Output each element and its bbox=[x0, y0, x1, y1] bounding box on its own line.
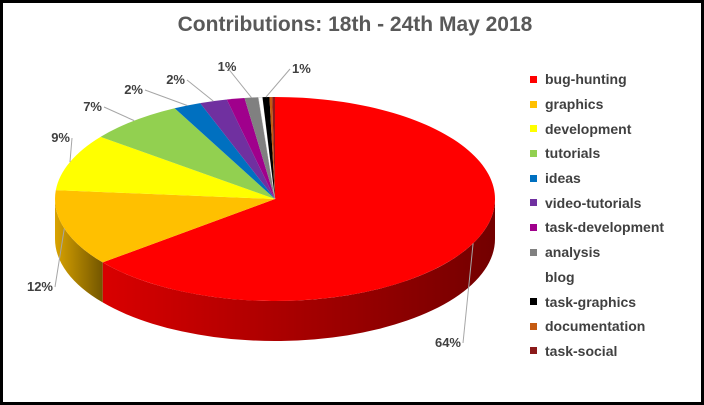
legend-swatch-bug-hunting bbox=[530, 75, 537, 83]
legend-label-graphics: graphics bbox=[545, 96, 604, 113]
legend-item-video-tutorials: video-tutorials bbox=[530, 190, 664, 215]
legend-swatch-analysis bbox=[530, 248, 537, 256]
leader-line-bug-hunting bbox=[462, 243, 474, 344]
pie-slice-bug-hunting bbox=[102, 97, 495, 301]
legend-label-analysis: analysis bbox=[545, 244, 601, 261]
legend-item-graphics: graphics bbox=[530, 92, 664, 117]
legend-label-task-social: task-social bbox=[545, 342, 618, 359]
legend-item-documentation: documentation bbox=[530, 314, 664, 339]
legend-swatch-task-social bbox=[530, 347, 537, 355]
legend-item-ideas: ideas bbox=[530, 166, 664, 191]
chart-title: Contributions: 18th - 24th May 2018 bbox=[177, 13, 533, 36]
data-label-task-graphics: 1% bbox=[292, 61, 311, 76]
leader-line-video-tutorials bbox=[186, 79, 214, 102]
leader-line-tutorials bbox=[103, 106, 135, 122]
legend-swatch-task-graphics bbox=[530, 298, 537, 306]
legend-item-tutorials: tutorials bbox=[530, 141, 664, 166]
legend-swatch-development bbox=[530, 125, 537, 133]
legend-swatch-documentation bbox=[530, 322, 537, 330]
data-label-ideas: 2% bbox=[124, 82, 143, 97]
leader-line-analysis bbox=[226, 66, 252, 98]
leader-line-task-graphics bbox=[265, 68, 291, 98]
legend-item-blog: blog bbox=[530, 265, 664, 290]
legend-item-task-development: task-development bbox=[530, 215, 664, 240]
data-label-graphics: 12% bbox=[27, 279, 53, 294]
pie-slice-analysis bbox=[244, 97, 275, 199]
legend-label-development: development bbox=[545, 120, 632, 137]
legend-label-tutorials: tutorials bbox=[545, 145, 601, 162]
legend-label-blog: blog bbox=[545, 268, 575, 285]
pie-side-bug-hunting bbox=[102, 199, 495, 341]
legend: bug-hunting graphics development tutorials i… bbox=[530, 67, 664, 363]
legend-swatch-tutorials bbox=[530, 149, 537, 157]
legend-label-ideas: ideas bbox=[545, 170, 581, 187]
legend-swatch-task-development bbox=[530, 223, 537, 231]
legend-label-video-tutorials: video-tutorials bbox=[545, 194, 642, 211]
data-label-video-tutorials: 2% bbox=[166, 72, 185, 87]
data-label-analysis: 1% bbox=[218, 59, 237, 74]
pie-slice-task-development bbox=[226, 97, 275, 199]
legend-item-task-graphics: task-graphics bbox=[530, 289, 664, 314]
pie-side-graphics bbox=[55, 199, 103, 303]
legend-item-development: development bbox=[530, 116, 664, 141]
legend-label-bug-hunting: bug-hunting bbox=[545, 71, 627, 88]
pie-slice-documentation bbox=[269, 97, 275, 199]
legend-item-bug-hunting: bug-hunting bbox=[530, 67, 664, 92]
data-label-tutorials: 7% bbox=[83, 99, 102, 114]
data-label-bug-hunting: 64% bbox=[435, 335, 461, 350]
legend-swatch-graphics bbox=[530, 100, 537, 108]
legend-swatch-video-tutorials bbox=[530, 199, 537, 207]
pie-slice-video-tutorials bbox=[200, 99, 275, 199]
legend-label-task-development: task-development bbox=[545, 219, 665, 236]
pie-slice-ideas bbox=[174, 103, 275, 199]
pie-slice-blog bbox=[258, 96, 276, 200]
legend-label-task-graphics: task-graphics bbox=[545, 293, 637, 310]
data-label-development: 9% bbox=[51, 130, 70, 145]
legend-item-analysis: analysis bbox=[530, 240, 664, 265]
leader-line-development bbox=[69, 137, 73, 163]
leader-line-graphics bbox=[54, 228, 65, 288]
pie-slice-tutorials bbox=[100, 108, 275, 199]
pie-slice-graphics bbox=[55, 190, 275, 263]
legend-swatch-ideas bbox=[530, 174, 537, 182]
legend-item-task-social: task-social bbox=[530, 339, 664, 364]
pie-slice-task-graphics bbox=[262, 97, 275, 199]
pie-chart: 64% 12% 9% 7% 2% 2% 1% 1% bbox=[27, 59, 495, 350]
pie-slice-development bbox=[55, 136, 275, 199]
legend-swatch-blog bbox=[530, 273, 537, 281]
leader-line-ideas bbox=[144, 89, 188, 106]
pie-slice-task-social bbox=[272, 97, 275, 199]
legend-label-documentation: documentation bbox=[545, 318, 646, 335]
